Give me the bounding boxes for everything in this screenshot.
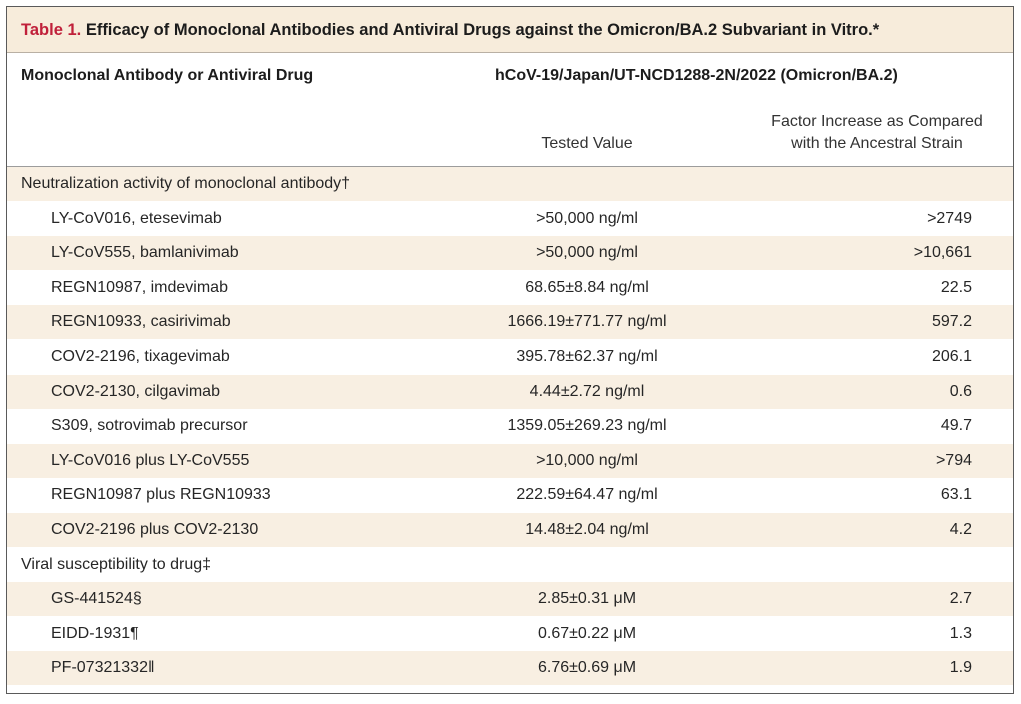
drug-name: S309, sotrovimab precursor xyxy=(51,417,248,435)
table-row: LY-CoV016, etesevimab >50,000 ng/ml >2749 xyxy=(7,202,1013,236)
tested-value: 1359.05±269.23 ng/ml xyxy=(507,417,667,435)
drug-name: EIDD-1931¶ xyxy=(51,624,139,642)
drug-name: REGN10933, casirivimab xyxy=(51,313,231,331)
table-row: REGN10987, imdevimab 68.65±8.84 ng/ml 22.5 xyxy=(7,271,1013,305)
tested-value: >50,000 ng/ml xyxy=(536,244,638,262)
tested-value: 6.76±0.69 μM xyxy=(537,659,637,677)
factor-increase: 63.1 xyxy=(940,486,972,504)
factor-increase: 1.3 xyxy=(949,624,972,642)
group-header-row: Neutralization activity of monoclonal an… xyxy=(7,167,1013,201)
subheader-factor-increase: Factor Increase as Compared with the Anc… xyxy=(747,111,1007,155)
table-title: Efficacy of Monoclonal Antibodies and An… xyxy=(85,21,880,39)
drug-name: REGN10987 plus REGN10933 xyxy=(51,486,271,504)
table-row: PF-07321332‖ 6.76±0.69 μM 1.9 xyxy=(7,651,1013,686)
drug-name: LY-CoV016, etesevimab xyxy=(51,209,222,227)
drug-name: REGN10987, imdevimab xyxy=(51,278,228,296)
tested-value: >50,000 ng/ml xyxy=(536,209,638,227)
table-caption: Table 1. Efficacy of Monoclonal Antibodi… xyxy=(7,7,1013,53)
table-frame: Table 1. Efficacy of Monoclonal Antibodi… xyxy=(6,6,1014,694)
factor-increase: 4.2 xyxy=(949,521,972,538)
drug-name: LY-CoV555, bamlanivimab xyxy=(51,244,239,262)
tested-value: >10,000 ng/ml xyxy=(536,451,638,469)
header-divider xyxy=(7,166,1013,167)
group-label: Neutralization activity of monoclonal an… xyxy=(21,175,351,192)
group-header-row: Viral susceptibility to drug‡ xyxy=(7,548,1013,582)
table-row: LY-CoV555, bamlanivimab >50,000 ng/ml >10,… xyxy=(7,236,1013,271)
drug-name: LY-CoV016 plus LY-CoV555 xyxy=(51,451,250,469)
table-row: EIDD-1931¶ 0.67±0.22 μM 1.3 xyxy=(7,617,1013,651)
subheader-factor-line1: Factor Increase as Compared xyxy=(771,113,983,130)
factor-increase: 22.5 xyxy=(940,278,972,296)
tested-value: 4.44±2.72 ng/ml xyxy=(529,382,645,400)
factor-increase: >2749 xyxy=(927,209,972,227)
factor-increase: 0.6 xyxy=(949,382,972,400)
drug-name: COV2-2196 plus COV2-2130 xyxy=(51,521,259,538)
tested-value: 0.67±0.22 μM xyxy=(537,624,637,642)
factor-increase: 2.7 xyxy=(949,590,972,608)
group-label: Viral susceptibility to drug‡ xyxy=(21,555,212,573)
factor-increase: >10,661 xyxy=(913,244,972,262)
column-header-strain: hCoV-19/Japan/UT-NCD1288-2N/2022 (Omicro… xyxy=(495,67,898,84)
table-row: S309, sotrovimab precursor 1359.05±269.23… xyxy=(7,409,1013,443)
factor-increase: 49.7 xyxy=(940,417,972,435)
drug-name: PF-07321332‖ xyxy=(51,659,155,677)
tested-value: 222.59±64.47 ng/ml xyxy=(516,486,658,504)
table-row: COV2-2196 plus COV2-2130 14.48±2.04 ng/ml… xyxy=(7,513,1013,547)
table-row: GS-441524§ 2.85±0.31 μM 2.7 xyxy=(7,582,1013,617)
tested-value: 68.65±8.84 ng/ml xyxy=(525,278,649,296)
factor-increase: >794 xyxy=(935,451,972,469)
table-row: REGN10933, casirivimab 1666.19±771.77 ng/… xyxy=(7,305,1013,340)
subheader-tested-value: Tested Value xyxy=(541,135,633,152)
table-row: COV2-2196, tixagevimab 395.78±62.37 ng/ml… xyxy=(7,340,1013,374)
drug-name: GS-441524§ xyxy=(51,590,142,608)
table-row: COV2-2130, cilgavimab 4.44±2.72 ng/ml 0.6 xyxy=(7,374,1013,409)
drug-name: COV2-2130, cilgavimab xyxy=(51,382,220,400)
factor-increase: 1.9 xyxy=(949,659,972,677)
tested-value: 1666.19±771.77 ng/ml xyxy=(507,313,667,331)
column-header-drug: Monoclonal Antibody or Antiviral Drug xyxy=(21,67,314,84)
subheader-factor-line2: with the Ancestral Strain xyxy=(791,135,963,152)
tested-value: 14.48±2.04 ng/ml xyxy=(525,521,649,538)
table-row: LY-CoV016 plus LY-CoV555 >10,000 ng/ml >79… xyxy=(7,443,1013,478)
factor-increase: 206.1 xyxy=(931,348,972,365)
drug-name: COV2-2196, tixagevimab xyxy=(51,348,230,365)
tested-value: 395.78±62.37 ng/ml xyxy=(516,348,658,365)
factor-increase: 597.2 xyxy=(931,313,972,331)
table-label: Table 1. xyxy=(21,21,82,39)
tested-value: 2.85±0.31 μM xyxy=(537,590,637,608)
table-row: REGN10987 plus REGN10933 222.59±64.47 ng/… xyxy=(7,478,1013,512)
